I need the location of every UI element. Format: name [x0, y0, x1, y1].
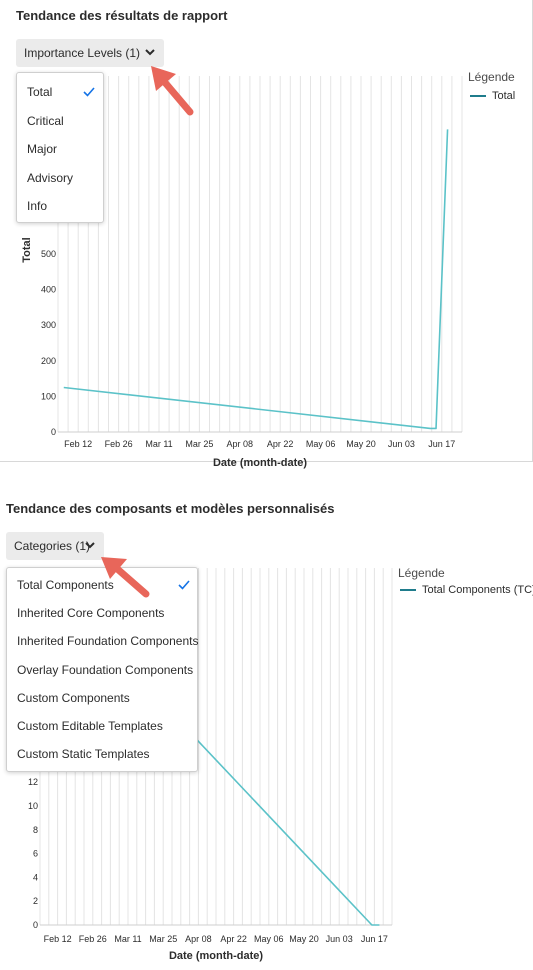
x-tick-label: Jun 17 — [361, 934, 388, 944]
y-tick-label: 12 — [28, 777, 38, 787]
menu-item-label: Custom Components — [17, 691, 130, 705]
menu-item-label: Custom Editable Templates — [17, 719, 163, 733]
chevron-down-icon — [85, 542, 95, 549]
menu-item-overlay-foundation-components[interactable]: Overlay Foundation Components — [7, 659, 197, 681]
components-trend-title: Tendance des composants et modèles perso… — [6, 501, 335, 516]
series-line — [63, 129, 449, 430]
y-tick-label: 300 — [41, 320, 56, 330]
x-tick-label: Feb 12 — [64, 439, 92, 449]
picker-label: Importance Levels (1) — [24, 46, 141, 60]
checkmark-icon — [178, 580, 190, 590]
menu-item-label: Custom Static Templates — [17, 747, 150, 761]
menu-item-label: Overlay Foundation Components — [17, 663, 194, 677]
y-tick-label: 500 — [41, 249, 56, 259]
x-tick-label: Apr 22 — [267, 439, 294, 449]
x-tick-label: Jun 17 — [428, 439, 455, 449]
report-trend-title: Tendance des résultats de rapport — [16, 8, 228, 23]
x-tick-label: Apr 08 — [185, 934, 212, 944]
y-tick-label: 400 — [41, 285, 56, 295]
x-axis-label: Date (month-date) — [169, 950, 263, 962]
importance-levels-menu: Total Critical Major Advisory Info — [16, 72, 104, 223]
series-line — [180, 722, 380, 926]
x-tick-label: May 20 — [289, 934, 319, 944]
x-tick-label: Mar 25 — [185, 439, 213, 449]
menu-item-label: Inherited Foundation Components — [17, 634, 199, 648]
y-axis-label: Total — [21, 237, 33, 262]
x-tick-label: Mar 25 — [149, 934, 177, 944]
menu-item-critical[interactable]: Critical — [17, 110, 103, 132]
x-tick-label: May 06 — [254, 934, 284, 944]
y-tick-label: 2 — [33, 896, 38, 906]
legend-label: Total Components (TC) — [422, 584, 533, 596]
menu-item-label: Info — [27, 199, 48, 213]
red-arrow-icon — [101, 557, 150, 598]
menu-item-label: Critical — [27, 114, 64, 128]
x-tick-label: May 20 — [346, 439, 376, 449]
y-tick-label: 4 — [33, 872, 38, 882]
menu-item-custom-editable-templates[interactable]: Custom Editable Templates — [7, 715, 197, 737]
menu-item-major[interactable]: Major — [17, 138, 103, 160]
x-tick-label: Mar 11 — [114, 934, 141, 944]
x-tick-label: Mar 11 — [145, 439, 172, 449]
y-tick-label: 200 — [41, 356, 56, 366]
x-tick-label: May 06 — [306, 439, 336, 449]
x-tick-label: Jun 03 — [388, 439, 415, 449]
legend-title: Légende — [398, 566, 445, 580]
menu-item-custom-static-templates[interactable]: Custom Static Templates — [7, 743, 197, 765]
checkmark-icon — [83, 87, 95, 97]
legend-swatch — [470, 95, 486, 97]
x-tick-label: Apr 08 — [227, 439, 254, 449]
y-tick-label: 10 — [28, 801, 38, 811]
menu-item-inherited-core-components[interactable]: Inherited Core Components — [7, 602, 197, 624]
x-tick-label: Feb 26 — [105, 439, 133, 449]
y-tick-label: 100 — [41, 391, 56, 401]
menu-item-label: Major — [27, 142, 58, 156]
y-tick-label: 0 — [33, 920, 38, 930]
legend-swatch — [400, 589, 416, 591]
y-tick-label: 8 — [33, 825, 38, 835]
menu-item-custom-components[interactable]: Custom Components — [7, 687, 197, 709]
menu-item-label: Total — [27, 85, 53, 99]
menu-item-total[interactable]: Total — [17, 81, 103, 103]
menu-item-advisory[interactable]: Advisory — [17, 167, 103, 189]
menu-item-total-components[interactable]: Total Components — [7, 574, 197, 596]
legend-item-total[interactable]: Total — [470, 90, 515, 102]
menu-item-label: Inherited Core Components — [17, 606, 165, 620]
categories-menu: Total Components Inherited Core Componen… — [6, 567, 198, 772]
legend-title: Légende — [468, 70, 515, 84]
y-tick-label: 6 — [33, 849, 38, 859]
categories-picker[interactable]: Categories (1) — [6, 532, 104, 560]
x-tick-label: Jun 03 — [326, 934, 353, 944]
x-axis-label: Date (month-date) — [213, 457, 307, 469]
chevron-down-icon — [145, 49, 155, 56]
picker-label: Categories (1) — [14, 539, 91, 553]
red-arrow-icon — [151, 66, 194, 116]
menu-item-info[interactable]: Info — [17, 195, 103, 217]
menu-item-label: Advisory — [27, 171, 74, 185]
legend-label: Total — [492, 90, 516, 102]
custom-components-trend-panel: Feb 12 Feb 26 Mar 11 Mar 25 Apr 08 Apr 22 May … — [0, 488, 533, 970]
menu-item-label: Total Components — [17, 578, 114, 592]
y-tick-label: 0 — [51, 427, 56, 437]
x-tick-label: Apr 22 — [220, 934, 247, 944]
report-trend-chart: Feb 12 Feb 26 Mar 11 Mar 25 Apr 08 Apr 22 May … — [21, 76, 463, 469]
x-tick-label: Feb 26 — [79, 934, 107, 944]
legend-item-total-components[interactable]: Total Components (TC) — [400, 584, 533, 596]
importance-levels-picker[interactable]: Importance Levels (1) — [16, 39, 164, 67]
menu-item-inherited-foundation-components[interactable]: Inherited Foundation Components — [7, 630, 199, 652]
report-results-trend-panel: Feb 12 Feb 26 Mar 11 Mar 25 Apr 08 Apr 22 May … — [0, 0, 533, 469]
x-tick-label: Feb 12 — [44, 934, 72, 944]
